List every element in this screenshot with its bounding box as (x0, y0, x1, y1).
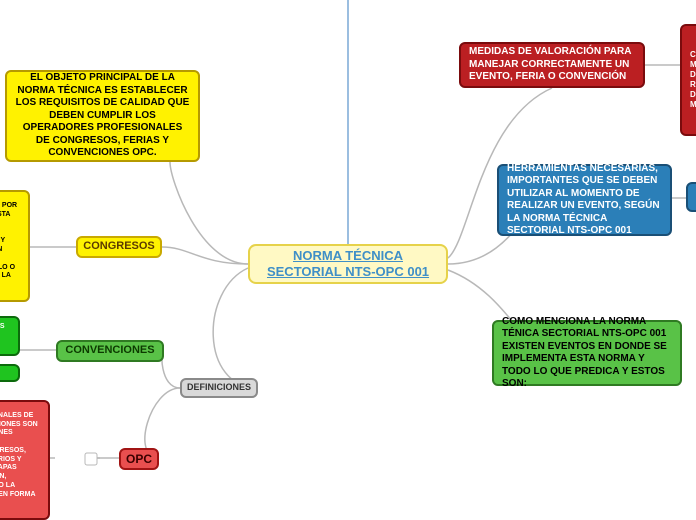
connector (170, 162, 248, 264)
placeholder-box (85, 453, 97, 465)
node-definiciones[interactable]: DEFINICIONES (180, 378, 258, 398)
node-opc[interactable]: OPC (119, 448, 159, 470)
node-medidas[interactable]: MEDIDAS DE VALORACIÓN PARA MANEJAR CORRE… (459, 42, 645, 88)
node-opc-def[interactable]: OPERADORES PROFESIONALES DE CONGRESOS Y … (0, 400, 50, 520)
connector (213, 268, 258, 388)
node-conven-def2[interactable]: MOTIVOS RELIGIOSOS (0, 364, 20, 382)
node-confirmar[interactable]: CONFIRMAR CON TIEMPO EL PERSONAL DE MANT… (680, 24, 696, 136)
center-node[interactable]: NORMA TÉCNICA SECTORIAL NTS-OPC 001 (248, 244, 448, 284)
node-convenciones[interactable]: CONVENCIONES (56, 340, 164, 362)
node-congresos-def[interactable]: REUNIÓN PERIÓDICA QUE POR LO PARTICULAR,… (0, 190, 30, 302)
node-conven-def1[interactable]: REUNIONES DE PERSONAS QUE COMPARTEN O LA… (0, 316, 20, 356)
node-congresos[interactable]: CONGRESOS (76, 236, 162, 258)
connector (162, 247, 248, 264)
connector (162, 350, 180, 388)
node-objeto[interactable]: EL OBJETO PRINCIPAL DE LA NORMA TÉCNICA … (5, 70, 200, 162)
node-banderas[interactable]: BANDERAS EN EL ESCENARIO (686, 182, 696, 212)
node-herramientas[interactable]: HERRAMIENTAS NECESARIAS, IMPORTANTES QUE… (497, 164, 672, 236)
node-implementa[interactable]: COMO MENCIONA LA NORMA TÉNICA SECTORIAL … (492, 320, 682, 386)
